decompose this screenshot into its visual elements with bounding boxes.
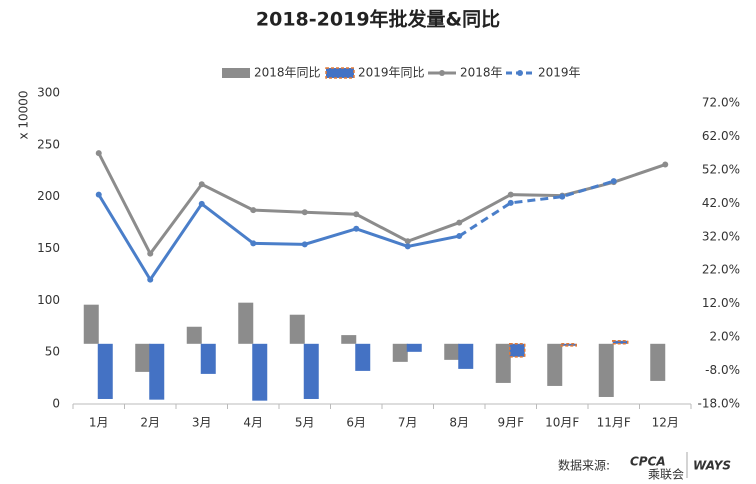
bar [186, 326, 202, 344]
point [198, 181, 205, 188]
point [95, 150, 102, 157]
legend-label: 2018年同比 [254, 66, 321, 80]
logo: 乘联会 [648, 468, 684, 482]
legend-swatch [222, 68, 250, 78]
bar [303, 343, 319, 399]
bar [392, 343, 408, 362]
bar [547, 343, 563, 386]
x-tick-label: 6月 [346, 416, 366, 430]
point [301, 209, 308, 216]
legend-swatch [439, 70, 445, 76]
y-tick-label: 200 [37, 189, 60, 203]
y2-tick-label: 2.0% [710, 330, 741, 344]
legend-label: 2019年同比 [358, 66, 425, 80]
point [404, 238, 411, 245]
legend-label: 2018年 [460, 66, 503, 80]
bar [509, 343, 526, 358]
point [95, 191, 102, 198]
x-tick-label: 3月 [192, 416, 212, 430]
bar [458, 343, 474, 369]
point [456, 233, 463, 240]
bar [83, 304, 99, 344]
source: 数据来源: [558, 458, 610, 473]
bar [289, 314, 305, 344]
x-tick-label: 4月 [243, 416, 263, 430]
bar [444, 343, 460, 360]
bar [238, 302, 254, 344]
y2-tick-label: 32.0% [702, 229, 740, 243]
bar [406, 343, 422, 352]
point [353, 211, 360, 218]
point [456, 219, 463, 226]
y2-tick-label: 52.0% [702, 162, 740, 176]
x-tick-label: 1月 [89, 416, 109, 430]
x-tick-label: 10月F [545, 416, 579, 430]
line [97, 193, 460, 283]
bar [200, 343, 216, 374]
bar [612, 340, 629, 345]
legend-swatch [517, 70, 523, 76]
point [198, 200, 205, 207]
legend-label: 2019年 [538, 66, 581, 80]
x-tick-label: 11月F [597, 416, 631, 430]
x-tick-label: 12月 [652, 416, 679, 430]
chart-title: 2018-2019年批发量&同比 [256, 8, 500, 31]
y2-tick-label: 72.0% [702, 96, 740, 110]
bar [341, 335, 357, 344]
y2-tick-label: 22.0% [702, 263, 740, 277]
y-axis-label: x 10000 [17, 90, 31, 139]
point [559, 193, 566, 200]
bar [252, 343, 268, 401]
line [458, 179, 615, 238]
y-tick-label: 150 [37, 241, 60, 255]
point [507, 199, 514, 206]
x-tick-label: 7月 [398, 416, 418, 430]
point [250, 207, 257, 214]
point [301, 241, 308, 248]
x-tick-label: 2月 [140, 416, 160, 430]
x-tick-label: 5月 [295, 416, 315, 430]
point [404, 243, 411, 250]
y-tick-label: 50 [45, 345, 60, 359]
y-tick-label: 100 [37, 293, 60, 307]
x-tick-label: 9月F [497, 416, 524, 430]
point [147, 276, 154, 283]
logo: WAYS [693, 459, 731, 473]
legend-swatch [325, 67, 355, 79]
bar [598, 343, 614, 397]
x-tick-label: 8月 [449, 416, 469, 430]
point [662, 161, 669, 168]
bar [355, 343, 371, 371]
bar [135, 343, 151, 372]
point [353, 225, 360, 232]
y2-tick-label: 12.0% [702, 296, 740, 310]
y-tick-label: 250 [37, 137, 60, 151]
point [507, 191, 514, 198]
y2-tick-label: 42.0% [702, 196, 740, 210]
bar [650, 343, 666, 381]
point [147, 250, 154, 257]
bar [495, 343, 511, 383]
y2-tick-label: -8.0% [705, 363, 740, 377]
bar [149, 343, 165, 400]
y-tick-label: 300 [37, 86, 60, 100]
point [250, 240, 257, 247]
y2-tick-label: 62.0% [702, 129, 740, 143]
y2-tick-label: -18.0% [698, 397, 740, 411]
logo: CPCA [630, 455, 666, 469]
bar [560, 343, 577, 347]
point [610, 178, 617, 185]
y-tick-label: 0 [52, 397, 60, 411]
bar [97, 343, 113, 399]
